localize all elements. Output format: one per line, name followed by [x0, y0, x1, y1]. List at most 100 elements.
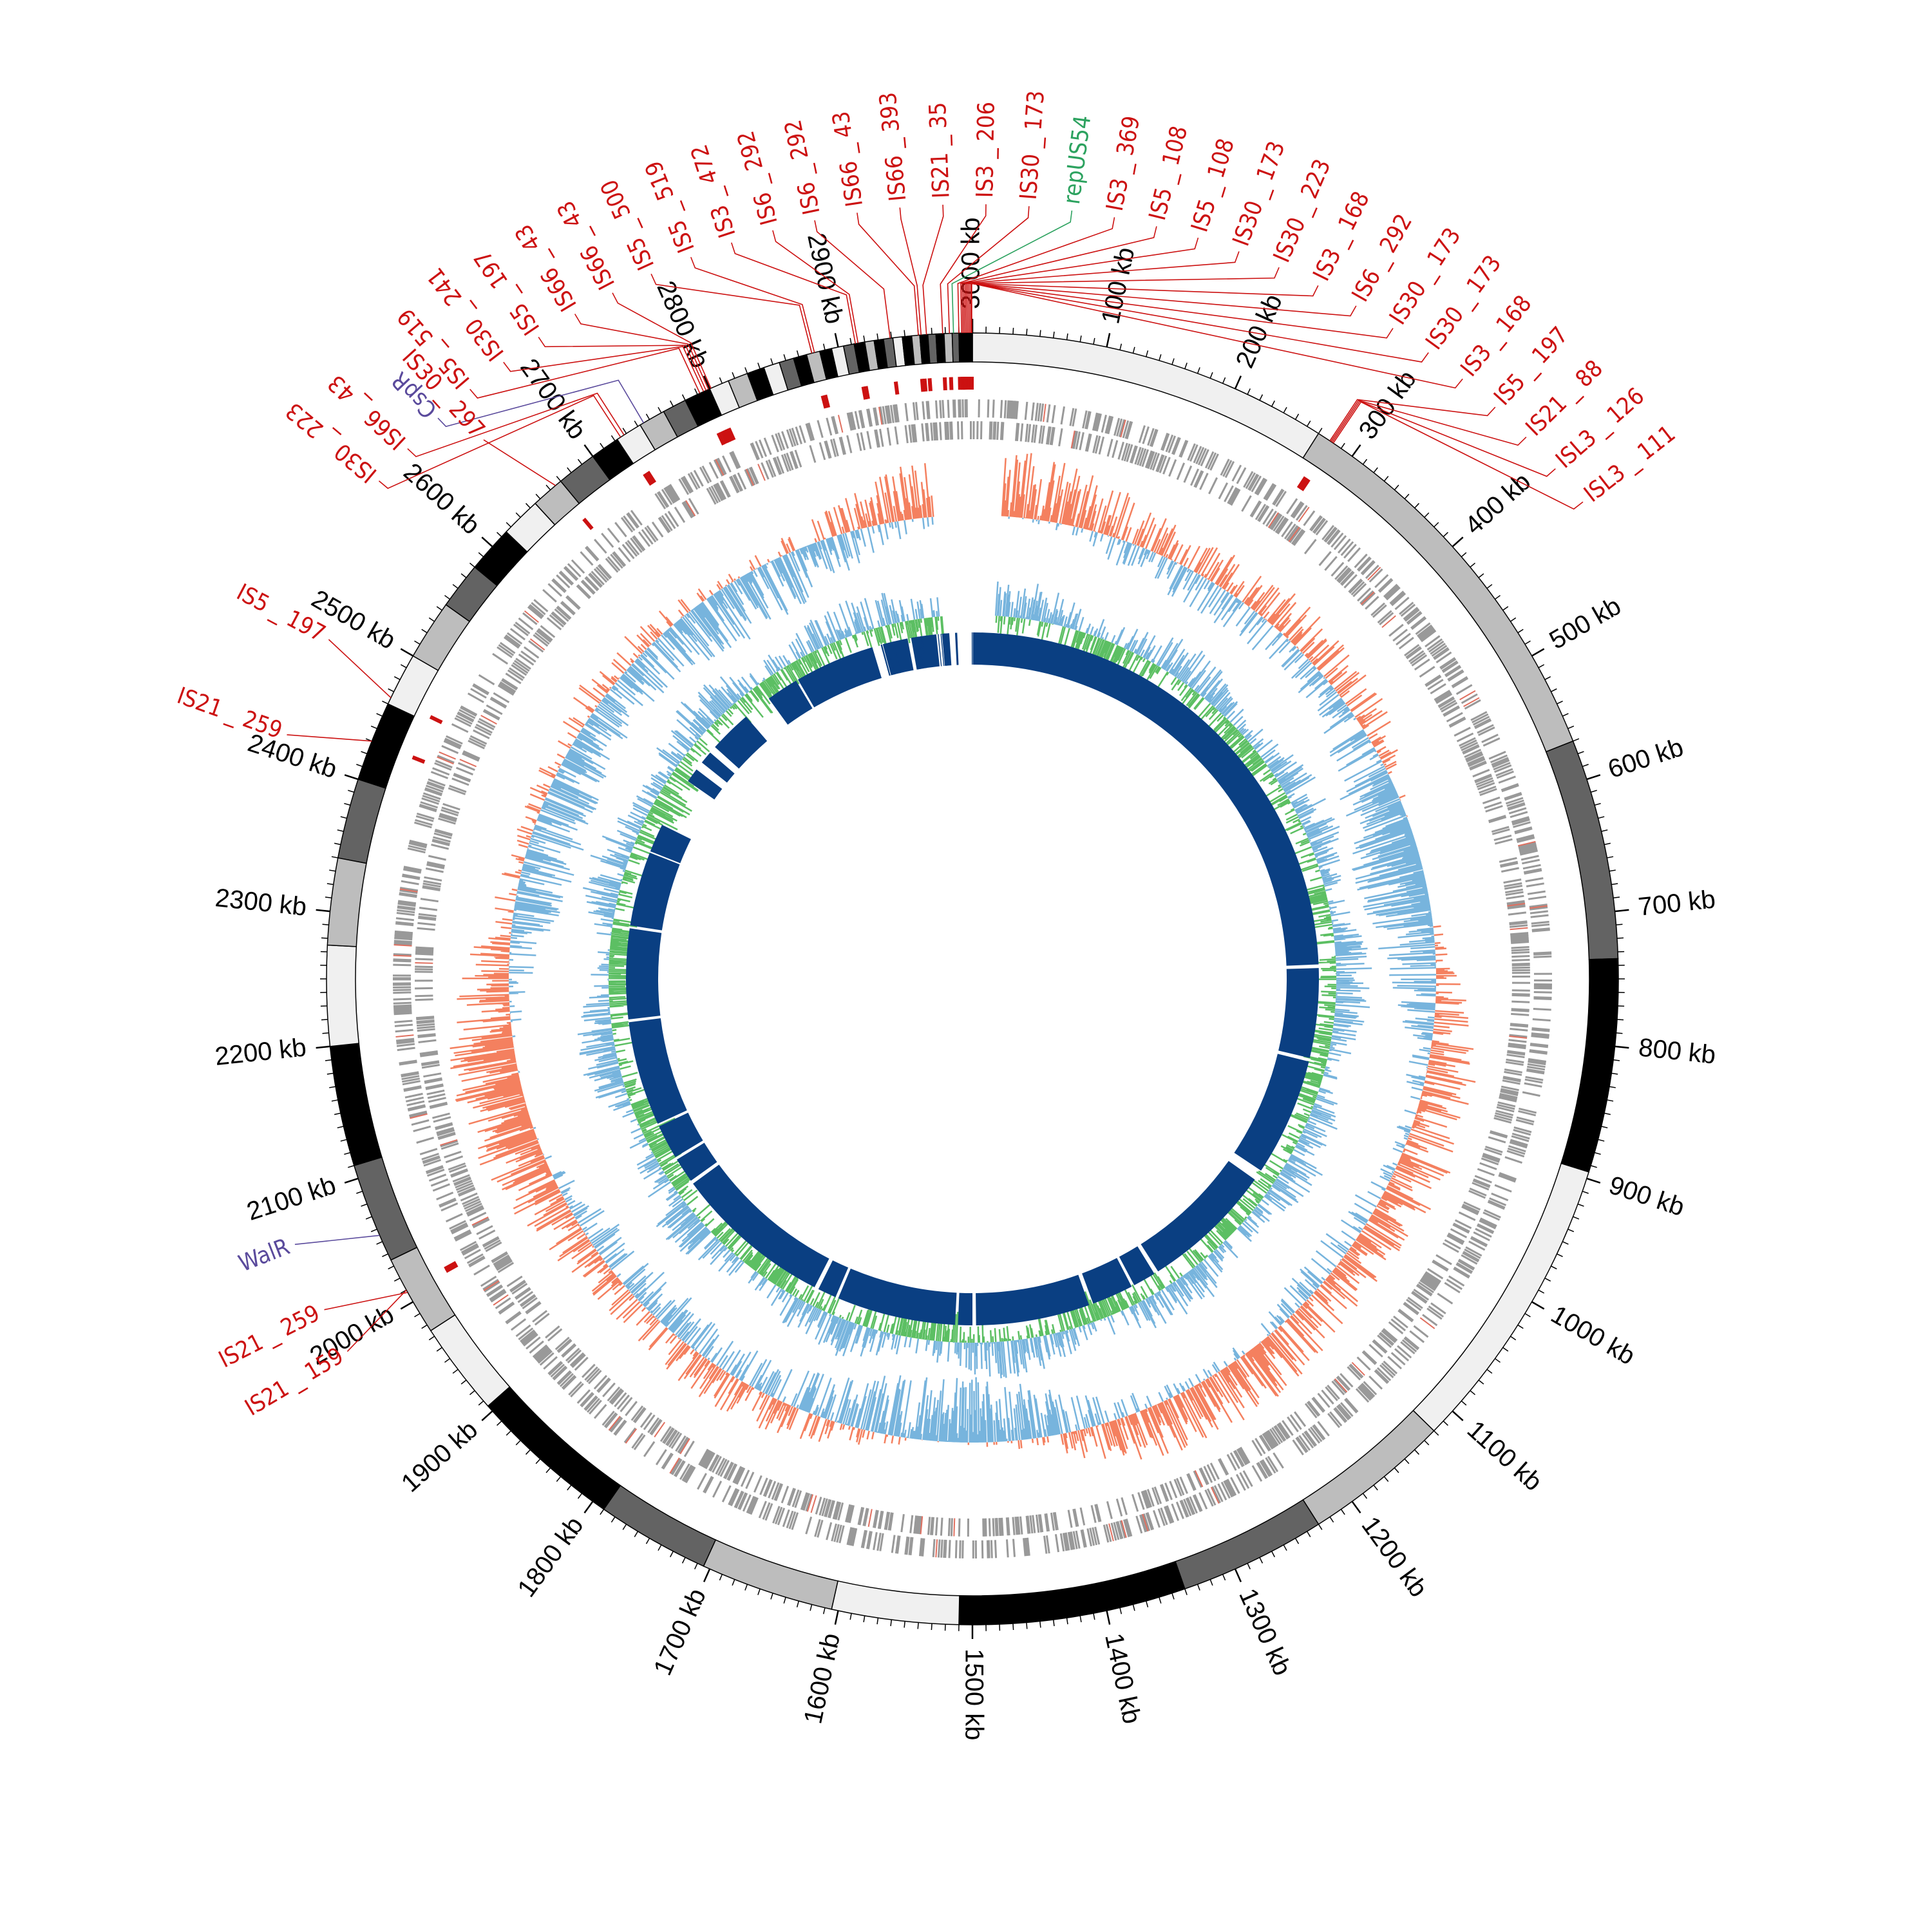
minor-tick — [1495, 594, 1501, 600]
contig-band — [603, 1484, 717, 1567]
minor-tick — [1461, 552, 1467, 558]
minor-tick — [322, 1032, 329, 1034]
alignment-track — [626, 632, 1319, 1325]
minor-tick — [611, 1517, 616, 1523]
minor-tick — [822, 1607, 826, 1615]
minor-tick — [1271, 400, 1275, 407]
minor-tick — [361, 751, 368, 755]
is-element-mark — [1300, 478, 1311, 491]
major-tick — [1586, 774, 1601, 781]
feature-leader-line — [971, 283, 1463, 389]
alignment-fragment — [886, 643, 896, 675]
alignment-block — [838, 1268, 957, 1325]
minor-tick — [1383, 475, 1389, 482]
major-tick — [583, 1501, 594, 1513]
contig-band — [329, 1043, 383, 1166]
minor-tick — [370, 1228, 377, 1233]
minor-tick — [436, 1347, 442, 1352]
minor-tick — [1247, 388, 1251, 395]
minor-tick — [1209, 1579, 1213, 1586]
minor-tick — [1247, 1563, 1251, 1569]
minor-tick — [334, 842, 341, 846]
minor-tick — [393, 676, 401, 680]
minor-tick — [1222, 377, 1226, 384]
contig-band — [951, 332, 960, 363]
minor-tick — [322, 923, 329, 925]
minor-tick — [1613, 1059, 1620, 1061]
major-tick — [1234, 375, 1242, 390]
minor-tick — [1577, 751, 1584, 755]
minor-tick — [1159, 1596, 1162, 1604]
minor-tick — [428, 617, 435, 622]
minor-tick — [331, 856, 338, 858]
is-element-mark — [412, 755, 426, 764]
alignment-block — [715, 716, 768, 769]
is-element-mark — [927, 378, 933, 392]
minor-tick — [1495, 1358, 1501, 1363]
is-element-mark — [582, 517, 594, 531]
tick-label: 1000 kb — [1546, 1300, 1640, 1370]
minor-tick — [1486, 1368, 1493, 1374]
tick-label: 500 kb — [1544, 592, 1625, 655]
alignment-fragment — [914, 637, 922, 669]
alignment-block — [650, 824, 691, 864]
tick-label: 2200 kb — [214, 1033, 308, 1071]
minor-tick — [1132, 1604, 1135, 1611]
minor-tick — [382, 1253, 388, 1257]
minor-tick — [1424, 512, 1430, 518]
is-element-mark — [646, 471, 657, 484]
minor-tick — [460, 573, 467, 578]
minor-tick — [444, 1358, 450, 1363]
feature-leader-line — [967, 283, 1357, 334]
minor-tick — [1502, 1347, 1509, 1352]
minor-tick — [340, 816, 347, 819]
minor-tick — [361, 1203, 368, 1207]
minor-tick — [1609, 869, 1616, 872]
minor-tick — [1079, 336, 1082, 343]
minor-tick — [337, 829, 344, 832]
minor-tick — [436, 606, 442, 611]
gc-skew-track — [450, 453, 1476, 1460]
feature-leader-line — [378, 395, 621, 489]
minor-tick — [904, 330, 905, 337]
feature-leader-line — [947, 206, 1030, 334]
minor-tick — [376, 713, 383, 717]
minor-tick — [1012, 327, 1014, 335]
feature-leader-line — [957, 217, 1115, 334]
major-tick — [316, 909, 330, 913]
feature-leader-line — [612, 292, 712, 389]
minor-tick — [1394, 1467, 1399, 1473]
feature-leader-line — [650, 273, 813, 354]
tick-label: 1200 kb — [1356, 1511, 1432, 1602]
minor-tick — [329, 1086, 336, 1088]
contig-band — [326, 944, 360, 1047]
minor-tick — [876, 333, 879, 340]
minor-tick — [694, 1563, 698, 1569]
minor-tick — [1510, 1336, 1517, 1341]
minor-tick — [469, 562, 475, 568]
minor-tick — [400, 664, 407, 668]
minor-tick — [783, 354, 786, 361]
minor-tick — [577, 459, 583, 465]
major-tick — [703, 375, 711, 390]
feature-label: IS3 _ 206 — [972, 102, 1000, 198]
tick-label: 600 kb — [1605, 733, 1687, 784]
minor-tick — [600, 1509, 605, 1515]
minor-tick — [1197, 367, 1200, 374]
is-element-mark — [823, 394, 831, 408]
alignment-fragment — [911, 637, 920, 670]
minor-tick — [1557, 701, 1563, 705]
minor-tick — [388, 1265, 394, 1270]
feature-leader-line — [964, 267, 1280, 334]
alignment-block — [630, 853, 680, 931]
minor-tick — [1318, 1524, 1323, 1530]
minor-tick — [1544, 1278, 1551, 1282]
feature-label: repUS54 — [1059, 114, 1096, 206]
minor-tick — [757, 363, 761, 370]
minor-tick — [356, 764, 363, 767]
alignment-block — [1234, 1054, 1309, 1171]
feature-label: IS30 _ 173 — [1016, 90, 1050, 200]
minor-tick — [1538, 1289, 1545, 1294]
scale-ticks — [316, 319, 1629, 1639]
contig-band — [943, 332, 954, 363]
